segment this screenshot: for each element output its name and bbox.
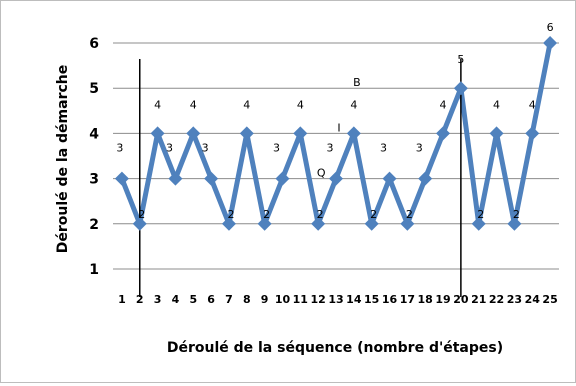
data-point: [150, 126, 165, 141]
data-label: 3: [166, 142, 173, 155]
data-label: 2: [513, 208, 520, 221]
x-tick-label: 22: [489, 293, 504, 306]
x-tick-label: 25: [542, 293, 557, 306]
data-label: 4: [243, 98, 250, 111]
data-point: [364, 216, 379, 231]
x-tick-label: 20: [453, 293, 469, 306]
data-point: [489, 126, 504, 141]
vertical-marker-lines: [139, 59, 462, 297]
data-label: 3: [273, 142, 280, 155]
x-tick-label: 8: [243, 293, 251, 306]
data-label: 3: [202, 142, 209, 155]
data-label: 4: [154, 98, 161, 111]
data-point: [293, 126, 308, 141]
data-point: [168, 171, 183, 186]
x-tick-label: 10: [275, 293, 291, 306]
x-tick-label: 24: [525, 293, 541, 306]
x-tick-label: 5: [189, 293, 197, 306]
y-tick-label: 6: [89, 36, 99, 52]
y-tick-label: 4: [89, 126, 99, 142]
data-label: 2: [477, 208, 484, 221]
x-tick-label: 19: [435, 293, 450, 306]
data-label: 4: [350, 98, 357, 111]
x-tick-label: 14: [346, 293, 362, 306]
annotation-text: Q: [317, 167, 326, 180]
data-label: 2: [138, 208, 145, 221]
data-point: [114, 171, 129, 186]
data-point: [525, 126, 540, 141]
annotation-text: B: [353, 76, 361, 89]
data-point: [257, 216, 272, 231]
data-point: [311, 216, 326, 231]
data-point: [346, 126, 361, 141]
x-tick-labels: 1 2 3 4 5 6 7 8 9 10 11 12 13 14 15 16 17 18 19 20 21 22 23 24 2…: [118, 293, 558, 306]
data-points: [114, 36, 558, 231]
y-tick-label: 1: [89, 262, 99, 278]
x-tick-label: 3: [154, 293, 162, 306]
x-tick-label: 18: [418, 293, 433, 306]
x-axis-title: Déroulé de la séquence (nombre d'étapes): [167, 340, 503, 356]
y-tick-label: 5: [89, 81, 99, 97]
x-tick-label: 6: [207, 293, 215, 306]
y-tick-label: 3: [89, 172, 99, 188]
x-tick-label: 1: [118, 293, 126, 306]
y-axis-title: Déroulé de la démarche: [55, 65, 71, 254]
data-point: [543, 36, 558, 50]
x-tick-label: 16: [382, 293, 398, 306]
annotations: B I Q: [317, 76, 361, 179]
data-label: 4: [440, 98, 447, 111]
data-point: [418, 171, 433, 186]
data-point: [275, 171, 290, 186]
x-tick-label: 23: [507, 293, 522, 306]
y-tick-label: 2: [89, 217, 99, 233]
x-tick-label: 13: [328, 293, 343, 306]
y-tick-labels: 1 2 3 4 5 6: [89, 36, 99, 278]
data-point: [471, 216, 486, 231]
data-label: 4: [529, 98, 536, 111]
data-label: 2: [227, 208, 234, 221]
data-labels: 3 2 4 3 4 3 2 4 2 3 4 2 3 4 2 3 2 3 4 5 2 4 2 4 6: [116, 21, 553, 221]
data-point: [221, 216, 236, 231]
data-point: [382, 171, 397, 186]
data-label: 4: [493, 98, 500, 111]
x-tick-label: 2: [136, 293, 144, 306]
data-label: 3: [416, 142, 423, 155]
x-tick-label: 12: [311, 293, 326, 306]
data-point: [186, 126, 201, 141]
x-tick-label: 17: [400, 293, 415, 306]
data-point: [436, 126, 451, 141]
x-tick-label: 21: [471, 293, 486, 306]
data-point: [453, 81, 468, 96]
data-label: 2: [263, 208, 270, 221]
data-label: 4: [190, 98, 197, 111]
data-label: 3: [380, 142, 387, 155]
data-label: 2: [370, 208, 377, 221]
x-tick-label: 4: [172, 293, 180, 306]
data-point: [204, 171, 219, 186]
data-label: 5: [457, 53, 464, 66]
data-point: [507, 216, 522, 231]
x-tick-label: 7: [225, 293, 233, 306]
data-label: 2: [317, 208, 324, 221]
data-point: [400, 216, 415, 231]
data-label: 3: [327, 142, 334, 155]
x-tick-label: 15: [364, 293, 379, 306]
x-tick-label: 11: [293, 293, 308, 306]
data-label: 6: [547, 21, 554, 34]
data-point: [329, 171, 343, 186]
data-label: 4: [297, 98, 304, 111]
data-point: [239, 126, 254, 141]
data-label: 3: [116, 142, 123, 155]
data-point: [132, 216, 147, 231]
data-label: 2: [406, 208, 413, 221]
x-tick-label: 9: [261, 293, 269, 306]
annotation-text: I: [337, 121, 340, 134]
